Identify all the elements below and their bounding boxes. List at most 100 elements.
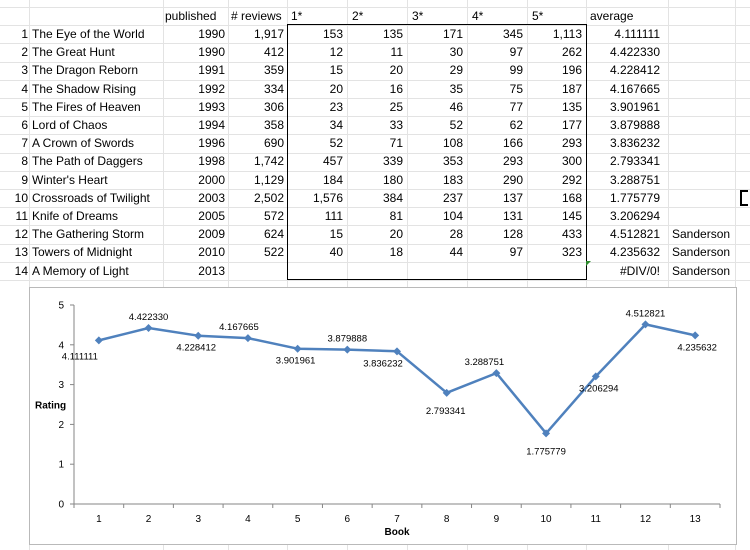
two-star-cell[interactable]: 33 <box>389 118 403 132</box>
row-number[interactable]: 4 <box>21 81 28 96</box>
row-number[interactable]: 3 <box>21 63 28 78</box>
reviews-cell[interactable]: 522 <box>263 245 284 260</box>
book-title-cell[interactable]: The Shadow Rising <box>32 81 137 96</box>
five-star-cell[interactable]: 1,113 <box>552 27 582 41</box>
three-star-cell[interactable]: 28 <box>449 227 463 242</box>
published-cell[interactable]: 1992 <box>198 81 225 96</box>
book-title-cell[interactable]: The Gathering Storm <box>32 227 145 242</box>
one-star-cell[interactable]: 184 <box>322 172 343 187</box>
four-star-cell[interactable]: 137 <box>502 190 523 205</box>
five-star-cell[interactable]: 293 <box>561 136 582 151</box>
two-star-cell[interactable]: 135 <box>382 27 403 41</box>
average-cell[interactable]: 4.235632 <box>609 245 660 260</box>
five-star-cell[interactable]: 433 <box>561 227 582 242</box>
three-star-cell[interactable]: 29 <box>449 63 463 78</box>
published-cell[interactable]: 1993 <box>198 99 225 114</box>
four-star-cell[interactable]: 345 <box>502 27 523 41</box>
one-star-cell[interactable]: 1,576 <box>312 190 343 205</box>
average-cell[interactable]: 1.775779 <box>609 190 660 205</box>
reviews-cell[interactable] <box>228 262 284 280</box>
four-star-cell[interactable] <box>467 262 523 280</box>
four-star-cell[interactable]: 62 <box>509 118 523 132</box>
row-number[interactable]: 2 <box>21 45 28 60</box>
author-cell[interactable] <box>672 171 734 189</box>
row-number[interactable]: 6 <box>21 118 28 132</box>
two-star-cell[interactable]: 71 <box>389 136 403 151</box>
one-star-cell[interactable]: 34 <box>329 118 343 132</box>
one-star-cell[interactable]: 20 <box>329 81 343 96</box>
author-cell[interactable] <box>672 25 734 43</box>
average-cell[interactable]: 3.206294 <box>609 209 660 223</box>
book-title-cell[interactable]: The Path of Daggers <box>32 154 143 169</box>
one-star-cell[interactable]: 15 <box>329 227 343 242</box>
one-star-cell[interactable]: 12 <box>329 45 343 60</box>
book-title-cell[interactable]: Winter's Heart <box>32 172 108 187</box>
two-star-cell[interactable]: 81 <box>389 209 403 223</box>
one-star-cell[interactable]: 153 <box>322 27 343 41</box>
author-cell[interactable] <box>672 152 734 170</box>
four-star-cell[interactable]: 290 <box>502 172 523 187</box>
three-star-cell[interactable] <box>407 262 463 280</box>
author-cell[interactable] <box>672 189 734 207</box>
two-star-cell[interactable]: 339 <box>382 154 403 169</box>
three-star-cell[interactable]: 52 <box>449 118 463 132</box>
reviews-cell[interactable]: 359 <box>263 63 284 78</box>
published-cell[interactable]: 1998 <box>198 154 225 169</box>
published-cell[interactable]: 1991 <box>198 63 225 78</box>
one-star-cell[interactable]: 52 <box>329 136 343 151</box>
four-star-cell[interactable]: 77 <box>509 99 523 114</box>
reviews-cell[interactable]: 412 <box>263 45 284 60</box>
two-star-cell[interactable]: 384 <box>382 190 403 205</box>
average-cell[interactable]: 4.512821 <box>609 227 660 242</box>
two-star-cell[interactable] <box>347 262 403 280</box>
author-cell[interactable]: Sanderson <box>672 245 731 260</box>
five-star-cell[interactable]: 145 <box>561 209 582 223</box>
reviews-cell[interactable]: 1,129 <box>253 172 284 187</box>
five-star-cell[interactable]: 323 <box>561 245 582 260</box>
published-cell[interactable]: 2003 <box>198 190 225 205</box>
five-star-cell[interactable]: 135 <box>561 99 582 114</box>
two-star-cell[interactable]: 11 <box>390 45 403 60</box>
three-star-cell[interactable]: 35 <box>449 81 463 96</box>
book-title-cell[interactable]: Knife of Dreams <box>32 209 119 223</box>
reviews-cell[interactable]: 624 <box>263 227 284 242</box>
four-star-cell[interactable]: 131 <box>502 209 523 223</box>
average-cell[interactable]: 2.793341 <box>609 154 660 169</box>
five-star-cell[interactable]: 262 <box>561 45 582 60</box>
three-star-cell[interactable]: 237 <box>442 190 463 205</box>
four-star-cell[interactable]: 97 <box>509 245 523 260</box>
reviews-cell[interactable]: 1,917 <box>253 27 284 41</box>
header-average[interactable]: average <box>590 9 634 23</box>
five-star-cell[interactable]: 168 <box>561 190 582 205</box>
published-cell[interactable]: 2013 <box>198 263 225 278</box>
book-title-cell[interactable]: Towers of Midnight <box>32 245 133 260</box>
author-cell[interactable] <box>672 43 734 61</box>
book-title-cell[interactable]: The Eye of the World <box>32 27 145 41</box>
reviews-cell[interactable]: 572 <box>263 209 284 223</box>
one-star-cell[interactable]: 457 <box>322 154 343 169</box>
five-star-cell[interactable]: 187 <box>561 81 582 96</box>
one-star-cell[interactable]: 40 <box>329 245 343 260</box>
three-star-cell[interactable]: 44 <box>449 245 463 260</box>
author-cell[interactable] <box>672 61 734 79</box>
header-2-star[interactable]: 2* <box>352 9 364 23</box>
four-star-cell[interactable]: 128 <box>502 227 523 242</box>
book-title-cell[interactable]: The Fires of Heaven <box>32 99 141 114</box>
two-star-cell[interactable]: 20 <box>389 227 403 242</box>
average-cell[interactable]: 4.111111 <box>614 27 660 41</box>
average-cell[interactable]: 4.228412 <box>609 63 660 78</box>
author-cell[interactable]: Sanderson <box>672 263 731 278</box>
average-cell[interactable]: #DIV/0! <box>619 263 660 278</box>
average-cell[interactable]: 3.288751 <box>609 172 660 187</box>
average-cell[interactable]: 4.422330 <box>609 45 660 60</box>
published-cell[interactable]: 2005 <box>198 209 225 223</box>
row-number[interactable]: 7 <box>21 136 28 151</box>
row-number[interactable]: 5 <box>21 99 28 114</box>
one-star-cell[interactable]: 15 <box>329 63 343 78</box>
average-cell[interactable]: 3.879888 <box>609 118 660 132</box>
header-5-star[interactable]: 5* <box>532 9 544 23</box>
rating-line-chart[interactable]: 0 1 2 3 4 5 1 2 3 4 5 6 7 8 9 10 11 12 13 Rating Book 4.11111… <box>29 287 737 545</box>
two-star-cell[interactable]: 180 <box>382 172 403 187</box>
four-star-cell[interactable]: 97 <box>509 45 523 60</box>
